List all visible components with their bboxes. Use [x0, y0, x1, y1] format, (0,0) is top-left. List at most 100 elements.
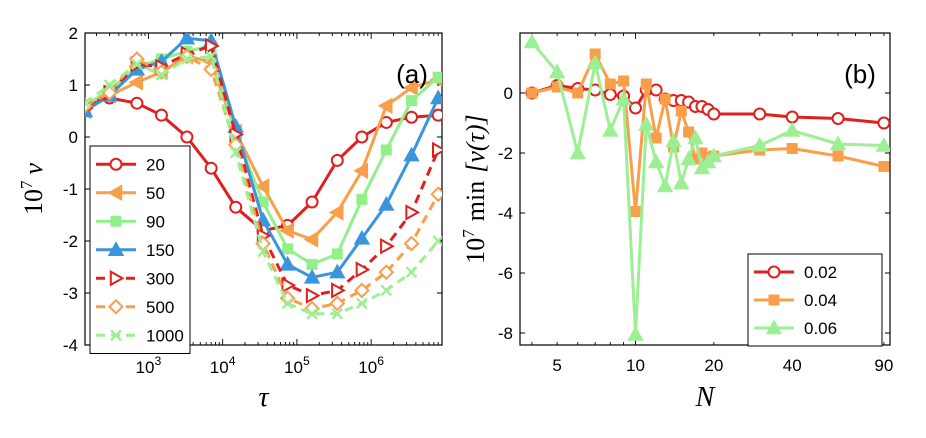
data-point	[665, 132, 682, 148]
x-tick-label: 40	[783, 356, 802, 375]
y-tick-label: -4	[498, 204, 513, 223]
data-point	[281, 297, 294, 310]
legend-marker	[767, 265, 781, 279]
y-axis-label: 107v	[17, 163, 48, 216]
x-tick-label: 5	[552, 356, 561, 375]
data-point	[402, 79, 418, 96]
y-axis-label: 107min[v(τ)]	[459, 114, 490, 263]
data-point	[204, 37, 220, 55]
series-line	[531, 52, 885, 213]
data-point	[154, 108, 168, 122]
y-tick-label: -4	[63, 336, 78, 355]
data-point	[829, 135, 847, 151]
data-point	[155, 68, 168, 81]
legend-marker	[108, 298, 124, 315]
data-point	[680, 150, 697, 166]
data-point	[355, 261, 371, 278]
data-point	[705, 147, 723, 163]
data-point	[254, 178, 270, 195]
legend-entry: 1000	[96, 326, 184, 345]
data-point	[305, 287, 321, 304]
legend: 0.02 0.04 0.06	[747, 253, 883, 347]
data-point	[603, 88, 617, 101]
series-line	[85, 44, 440, 298]
data-point	[130, 96, 144, 110]
data-point	[353, 282, 370, 299]
series-1000	[85, 50, 442, 320]
data-point	[604, 78, 616, 90]
data-point	[181, 53, 193, 65]
plot-area	[523, 33, 890, 341]
data-point	[683, 126, 695, 138]
x-tick-label: 106	[358, 354, 384, 377]
data-point	[281, 277, 297, 294]
y-tick-label: 1	[69, 76, 78, 95]
y-tick-label: -2	[63, 232, 78, 251]
data-point	[377, 97, 393, 114]
legend-marker	[107, 184, 123, 201]
legend-marker	[110, 329, 122, 342]
legend-entry: 300	[96, 269, 174, 288]
data-point	[432, 71, 442, 83]
data-point	[430, 89, 442, 105]
data-point	[204, 161, 218, 175]
legend-marker	[107, 241, 125, 256]
data-point	[380, 238, 395, 255]
legend-entry: 20	[96, 155, 165, 174]
data-point	[406, 95, 418, 107]
data-point	[279, 222, 294, 239]
data-point	[877, 116, 890, 130]
data-point	[751, 136, 768, 152]
y-tick-label: 0	[504, 84, 513, 103]
data-point	[650, 132, 662, 144]
x-tick-label: 105	[284, 354, 310, 377]
data-point	[330, 153, 344, 167]
data-point	[431, 108, 442, 122]
data-point	[131, 58, 143, 71]
data-point	[229, 200, 243, 214]
x-tick-label: 10	[626, 356, 645, 375]
data-point	[615, 90, 632, 106]
data-point	[378, 196, 395, 211]
y-tick-label: -6	[498, 264, 513, 283]
data-point	[618, 75, 630, 87]
data-point	[353, 162, 369, 179]
data-point	[306, 307, 318, 320]
data-point	[784, 121, 801, 137]
data-point	[572, 87, 584, 99]
legend-entry: 0.02	[754, 263, 837, 282]
data-point	[649, 83, 663, 97]
data-point	[602, 121, 619, 137]
legend-label: 150	[146, 241, 174, 260]
data-point	[675, 105, 687, 117]
data-point	[331, 307, 344, 320]
data-point	[356, 297, 368, 310]
data-point	[430, 186, 442, 203]
data-point	[640, 78, 652, 90]
data-point	[707, 107, 721, 121]
x-axis-label: N	[695, 382, 716, 413]
x-tick-label: 20	[704, 356, 723, 375]
data-point	[878, 161, 890, 172]
legend-entry: 50	[96, 184, 165, 203]
data-point	[329, 263, 346, 279]
data-point	[629, 206, 641, 217]
data-point	[257, 245, 269, 258]
x-tick-label: 103	[136, 354, 162, 377]
data-point	[378, 264, 395, 281]
data-point	[303, 231, 319, 248]
data-point	[380, 284, 393, 297]
legend-entry: 150	[96, 241, 174, 260]
data-point	[380, 144, 392, 156]
data-point	[355, 130, 369, 144]
legend-label: 0.02	[804, 263, 837, 282]
data-point	[656, 177, 674, 193]
data-point	[405, 110, 419, 124]
legend-label: 0.06	[804, 319, 837, 338]
y-tick-label: -8	[498, 324, 513, 343]
data-point	[331, 248, 343, 260]
data-point	[305, 195, 319, 209]
legend-entry: 0.04	[754, 291, 837, 310]
data-point	[403, 235, 420, 252]
